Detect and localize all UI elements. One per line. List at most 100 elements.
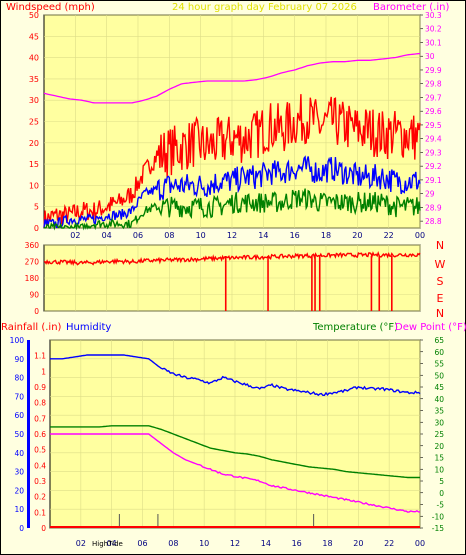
wind-title: Windspeed (mph) — [6, 2, 95, 13]
wind-y-tick-label: 35 — [29, 75, 39, 84]
wind-y-tick-label: 50 — [29, 11, 39, 20]
temp-y-tick-label: 50 — [434, 371, 444, 380]
humidity-x-tick-label: 18 — [322, 539, 332, 548]
wind-gust-line — [43, 94, 421, 229]
wind-y-tick-label: 30 — [29, 96, 39, 105]
humidity-temperature-panel: 010203040506070809010000.10.20.30.40.50.… — [10, 336, 445, 548]
wind-x-tick-label: 00 — [415, 231, 425, 240]
wind-y-tick-label: 20 — [29, 139, 39, 148]
rain-y-tick-label: 0.3 — [34, 477, 46, 486]
temp-y-tick-label: 35 — [434, 407, 444, 416]
baro-y-tick-label: 29 — [425, 190, 435, 199]
wind-x-tick-label: 04 — [102, 231, 112, 240]
wind-x-tick-label: 14 — [258, 231, 268, 240]
temp-y-tick-label: 40 — [434, 395, 444, 404]
direction-y-tick-label: 0 — [34, 307, 39, 316]
rain-y-tick-label: 0.8 — [34, 399, 46, 408]
baro-y-tick-label: 29.1 — [425, 176, 442, 185]
humidity-y-tick-label: 80 — [14, 374, 24, 383]
wind-y-tick-label: 10 — [29, 181, 39, 190]
rain-y-tick-label: 0.5 — [34, 446, 46, 455]
temp-y-tick-label: 20 — [434, 442, 444, 451]
wind-low-line — [43, 188, 421, 231]
humidity-y-tick-label: 10 — [14, 505, 24, 514]
humidity-x-tick-label: 02 — [76, 539, 86, 548]
humidity-line — [50, 354, 421, 397]
wind-x-tick-label: 20 — [352, 231, 362, 240]
baro-y-tick-label: 29.6 — [425, 107, 442, 116]
rain-y-tick-label: 0 — [41, 524, 46, 533]
direction-y-tick-label: 360 — [25, 241, 40, 250]
humidity-x-tick-label: 14 — [261, 539, 271, 548]
temp-y-tick-label: 10 — [434, 465, 444, 474]
rain-y-tick-label: 0.9 — [34, 383, 46, 392]
humidity-y-tick-label: 20 — [14, 486, 24, 495]
wind-y-tick-label: 15 — [29, 160, 39, 169]
wind-y-tick-label: 5 — [34, 203, 39, 212]
temp-y-tick-label: -15 — [432, 524, 444, 533]
baro-y-tick-label: 30 — [425, 52, 435, 61]
temp-y-tick-label: 25 — [434, 430, 444, 439]
wind-x-tick-label: 22 — [384, 231, 394, 240]
direction-y-tick-label: 180 — [25, 274, 40, 283]
humidity-y-tick-label: 90 — [14, 355, 24, 364]
wind-x-tick-label: 18 — [321, 231, 331, 240]
wind-y-tick-label: 0 — [34, 224, 39, 233]
humidity-x-tick-label: 12 — [230, 539, 240, 548]
wind-avg-line — [43, 155, 421, 229]
direction-y-tick-label: 90 — [29, 291, 39, 300]
temp-y-tick-label: 60 — [434, 348, 444, 357]
compass-label: S — [437, 275, 444, 288]
high-tide-label: HighTide — [92, 540, 123, 548]
dewpoint-title: Dew Point (°F) — [395, 322, 466, 333]
compass-label: W — [435, 258, 446, 271]
baro-y-tick-label: 29.3 — [425, 148, 442, 157]
baro-y-tick-label: 30.1 — [425, 38, 442, 47]
barometer-line — [43, 52, 421, 104]
rain-y-tick-label: 1 — [41, 367, 46, 376]
direction-line — [43, 250, 421, 267]
temperature-line — [50, 425, 420, 479]
temp-y-tick-label: 55 — [434, 360, 444, 369]
humidity-title: Humidity — [66, 322, 111, 333]
baro-y-tick-label: 29.7 — [425, 93, 442, 102]
rain-y-tick-label: 0.7 — [34, 414, 46, 423]
humidity-x-tick-label: 04 — [107, 539, 117, 548]
compass-label: E — [437, 292, 444, 305]
humidity-y-tick-label: 30 — [14, 468, 24, 477]
wind-x-tick-label: 06 — [133, 231, 143, 240]
baro-y-tick-label: 28.8 — [425, 217, 442, 226]
baro-y-tick-label: 29.9 — [425, 66, 442, 75]
wind-barometer-panel: 0 5 10 15 20 25 30 35 40 45 50 28.8 28.9 29 29.1 29.2 29… — [29, 11, 442, 240]
rainfall-title: Rainfall (.in) — [1, 322, 62, 333]
humidity-x-tick-label: 08 — [168, 539, 178, 548]
temp-y-tick-label: 30 — [434, 418, 444, 427]
direction-y-tick-label: 270 — [25, 258, 40, 267]
humidity-x-tick-label: 06 — [137, 539, 147, 548]
humidity-y-tick-label: 40 — [14, 449, 24, 458]
wind-y-tick-label: 40 — [29, 54, 39, 63]
rain-y-tick-label: 0.1 — [34, 508, 46, 517]
rain-y-tick-label: 1.1 — [34, 352, 46, 361]
temp-y-tick-label: -10 — [432, 512, 444, 521]
humidity-x-tick-label: 22 — [384, 539, 394, 548]
humidity-y-tick-label: 0 — [19, 524, 24, 533]
rain-y-tick-label: 0.2 — [34, 493, 46, 502]
barometer-title: Barometer (.in) — [373, 2, 449, 13]
temp-y-tick-label: -5 — [437, 501, 445, 510]
baro-y-tick-label: 29.2 — [425, 162, 442, 171]
wind-x-tick-label: 10 — [196, 231, 206, 240]
humidity-y-tick-label: 70 — [14, 392, 24, 401]
baro-y-tick-label: 29.8 — [425, 80, 442, 89]
humidity-y-tick-label: 60 — [14, 411, 24, 420]
temp-y-tick-label: 5 — [439, 477, 444, 486]
baro-y-tick-label: 28.9 — [425, 203, 442, 212]
baro-y-tick-label: 29.4 — [425, 135, 442, 144]
baro-y-tick-label: 30.2 — [425, 25, 442, 34]
wind-x-tick-label: 02 — [70, 231, 80, 240]
wind-x-tick-label: 16 — [290, 231, 300, 240]
humidity-x-tick-label: 20 — [353, 539, 363, 548]
temperature-title: Temperature (°F) — [312, 322, 398, 333]
